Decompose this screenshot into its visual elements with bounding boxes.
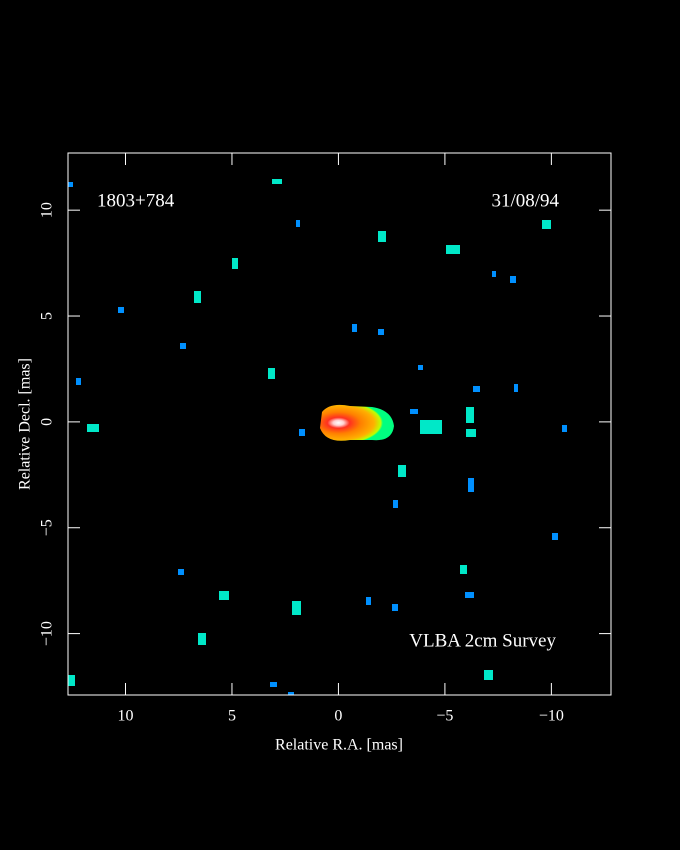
y-tick-label: 10 [39,202,56,218]
y-tick-label: 5 [39,312,56,320]
image-features [68,179,567,695]
x-tick-label: −5 [436,708,453,725]
noise-specks [68,179,551,686]
faint-specks [68,182,567,695]
x-tick-label: 0 [334,708,342,725]
y-tick-label: −5 [39,519,56,536]
annotation: VLBA 2cm Survey [409,630,556,651]
x-tick-label: 5 [228,708,236,725]
core-jet [320,404,394,441]
y-axis-label: Relative Decl. [mas] [17,358,34,490]
axes: 10 5 0 −5 −10 −10 −5 0 5 10 [39,153,611,725]
x-axis-label: Relative R.A. [mas] [275,737,403,754]
source-name: 1803+784 [97,190,175,211]
plot-frame [67,152,612,696]
y-tick-label: −10 [39,621,56,646]
observation-date: 31/08/94 [491,190,559,211]
x-tick-label: 10 [117,708,133,725]
x-tick-label: −10 [539,708,564,725]
y-tick-label: 0 [39,418,56,426]
